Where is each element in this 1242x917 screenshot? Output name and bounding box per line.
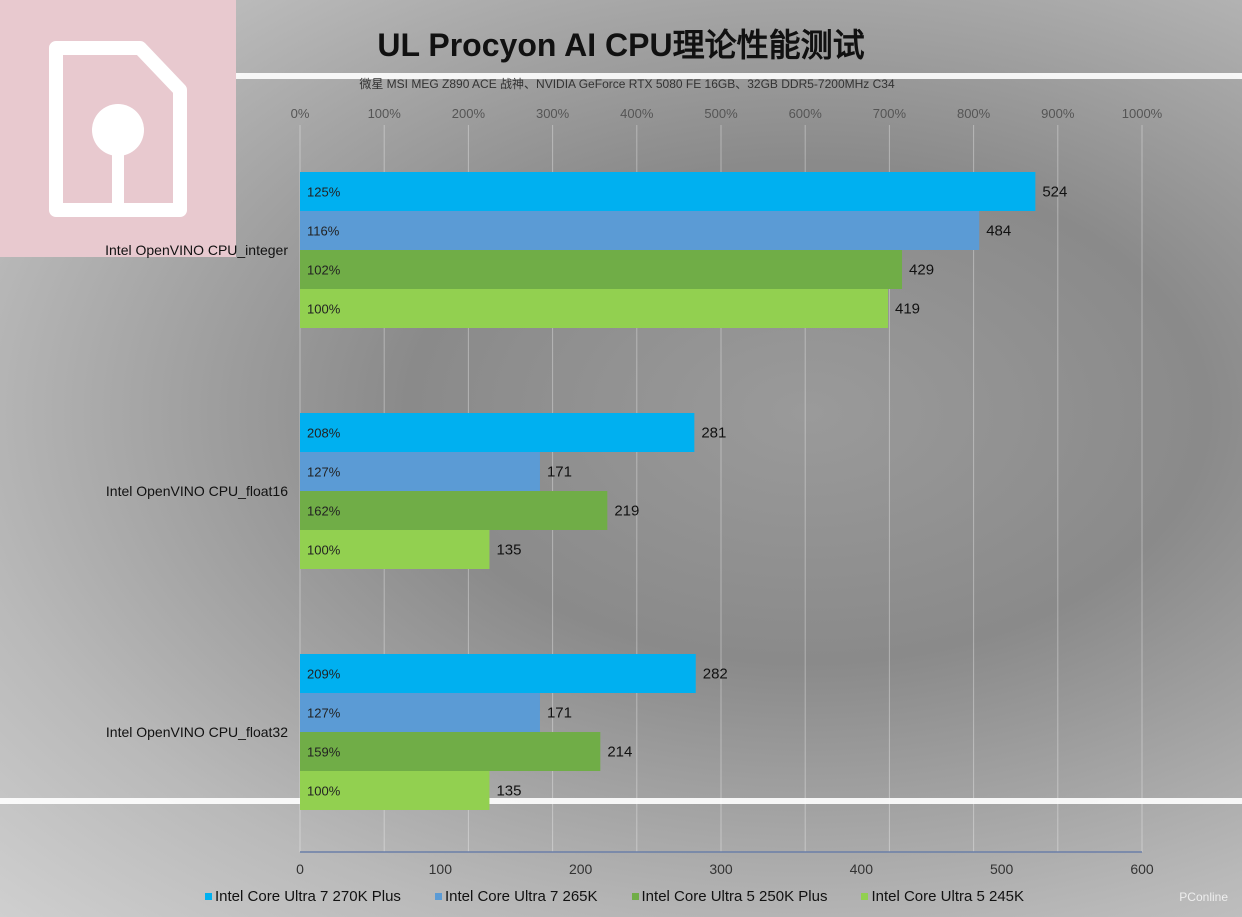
bar <box>300 771 490 810</box>
legend-item: Intel Core Ultra 7 265K <box>434 888 598 905</box>
value-label: 171 <box>547 705 572 722</box>
category-label: Intel OpenVINO CPU_integer <box>105 242 288 258</box>
x-axis-tick: 500 <box>990 861 1014 877</box>
bar <box>300 250 903 289</box>
percent-label: 127% <box>307 706 341 721</box>
legend-swatch <box>861 893 869 900</box>
percent-label: 209% <box>307 667 341 682</box>
percent-label: 127% <box>307 465 341 480</box>
value-label: 429 <box>909 262 934 279</box>
x-axis-tick: 400 <box>850 861 874 877</box>
category-label: Intel OpenVINO CPU_float32 <box>106 724 288 740</box>
bar <box>300 211 980 250</box>
bar <box>300 654 696 693</box>
decor-stripe <box>0 798 1242 804</box>
bar <box>300 289 888 328</box>
legend-label: Intel Core Ultra 7 265K <box>444 888 598 905</box>
legend-swatch <box>205 893 212 900</box>
top-axis-tick: 900% <box>1041 106 1075 121</box>
x-axis-tick: 200 <box>569 861 593 877</box>
legend-label: Intel Core Ultra 5 245K <box>871 888 1025 905</box>
percent-label: 162% <box>307 504 341 519</box>
top-axis-tick: 300% <box>536 106 570 121</box>
brand-watermark: PConline <box>1179 890 1228 904</box>
legend: Intel Core Ultra 7 270K Plus Intel Core U… <box>205 888 1024 905</box>
top-axis-tick: 700% <box>873 106 907 121</box>
x-axis-tick: 100 <box>429 861 453 877</box>
bar <box>300 452 540 491</box>
value-label: 171 <box>547 464 572 481</box>
bar <box>300 172 1036 211</box>
bar <box>300 530 490 569</box>
percent-label: 102% <box>307 263 341 278</box>
category-label: Intel OpenVINO CPU_float16 <box>106 483 288 499</box>
value-label: 484 <box>986 223 1011 240</box>
top-axis-tick: 200% <box>452 106 486 121</box>
bar <box>300 491 608 530</box>
value-label: 524 <box>1042 184 1067 201</box>
value-label: 282 <box>703 666 728 683</box>
legend-swatch <box>434 893 442 900</box>
top-axis-tick: 500% <box>704 106 738 121</box>
percent-label: 100% <box>307 784 341 799</box>
x-axis-tick: 300 <box>709 861 733 877</box>
value-label: 135 <box>496 783 521 800</box>
chart-subtitle: 微星 MSI MEG Z890 ACE 战神、NVIDIA GeForce RT… <box>359 77 895 91</box>
document-icon <box>49 41 187 217</box>
decor-stripe <box>0 73 1242 79</box>
percent-label: 116% <box>307 224 340 239</box>
top-axis-tick: 100% <box>368 106 402 121</box>
bar <box>300 693 540 732</box>
legend-label: Intel Core Ultra 5 250K Plus <box>641 888 828 905</box>
top-axis-tick: 400% <box>620 106 654 121</box>
top-axis-tick: 1000% <box>1122 106 1163 121</box>
percent-label: 100% <box>307 302 341 317</box>
legend-swatch <box>631 893 639 900</box>
percent-label: 100% <box>307 543 341 558</box>
top-axis-tick: 0% <box>291 106 310 121</box>
x-axis-tick: 600 <box>1130 861 1154 877</box>
percent-label: 159% <box>307 745 341 760</box>
x-axis-tick: 0 <box>296 861 304 877</box>
watermark-overlay <box>0 0 236 257</box>
chart-title: UL Procyon AI CPU理论性能测试 <box>377 27 865 63</box>
percent-label: 208% <box>307 426 341 441</box>
value-label: 419 <box>895 301 920 318</box>
value-label: 219 <box>614 503 639 520</box>
legend-label: Intel Core Ultra 7 270K Plus <box>215 888 401 905</box>
top-axis-tick: 600% <box>789 106 823 121</box>
bar <box>300 413 695 452</box>
value-label: 214 <box>607 744 632 761</box>
legend-item: Intel Core Ultra 5 250K Plus <box>631 888 828 905</box>
value-label: 135 <box>496 542 521 559</box>
value-label: 281 <box>701 425 726 442</box>
top-axis-tick: 800% <box>957 106 991 121</box>
bar <box>300 732 601 771</box>
percent-label: 125% <box>307 185 341 200</box>
legend-item: Intel Core Ultra 7 270K Plus <box>205 888 401 905</box>
legend-item: Intel Core Ultra 5 245K <box>861 888 1024 905</box>
